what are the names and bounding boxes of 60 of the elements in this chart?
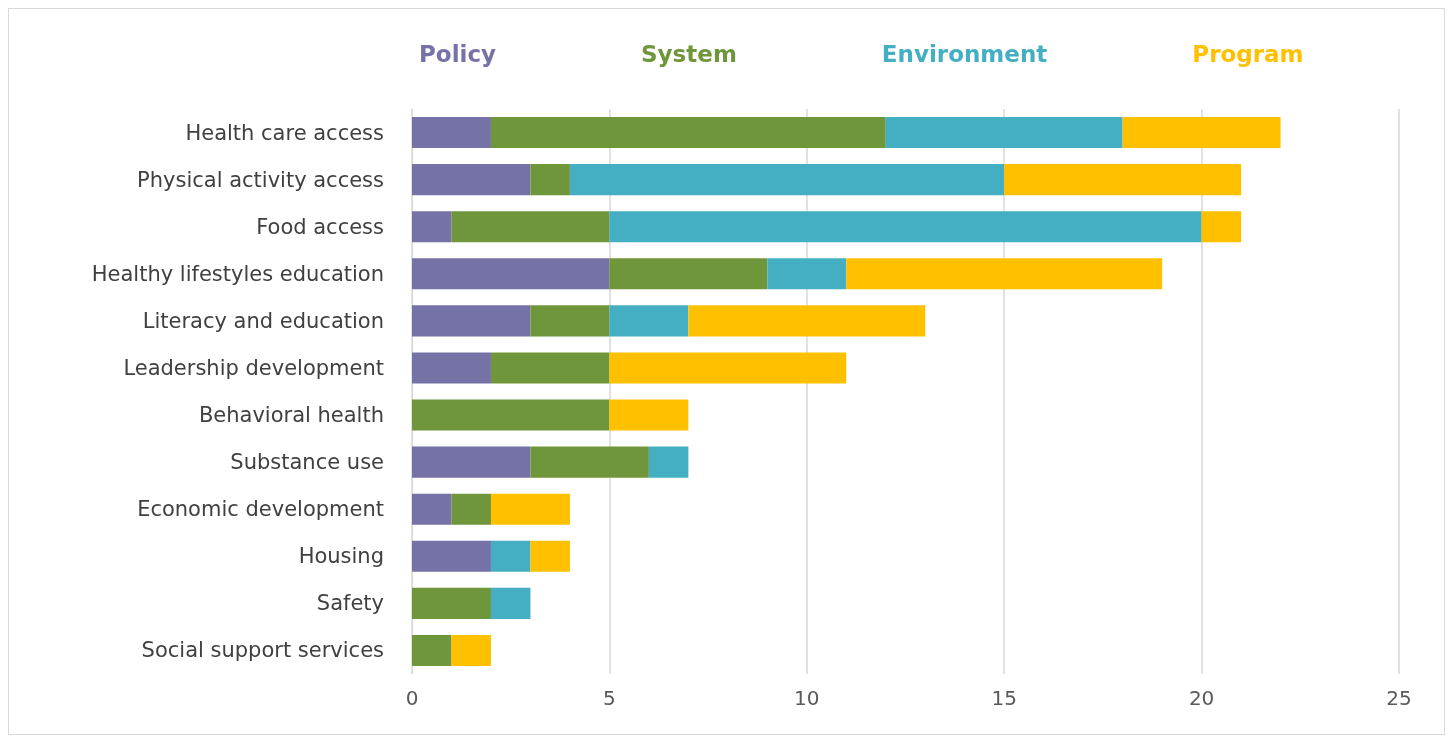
bar: [412, 634, 452, 666]
y-tick-label: Substance use: [230, 450, 384, 475]
bar: [885, 117, 1123, 149]
x-tick-label: 10: [794, 686, 820, 710]
bar: [412, 211, 452, 243]
bar: [490, 587, 531, 619]
bar: [530, 446, 649, 478]
bar: [412, 446, 531, 478]
y-tick-label: Literacy and education: [142, 308, 384, 333]
bar: [609, 211, 1202, 243]
bar: [412, 399, 610, 431]
y-tick-label: Food access: [256, 214, 384, 239]
bar: [1201, 211, 1242, 243]
bar: [1122, 117, 1281, 149]
bar: [767, 258, 847, 290]
text: Environment: [881, 40, 1048, 67]
bar: [530, 540, 570, 572]
bar: [648, 446, 689, 478]
text: Policy: [419, 40, 497, 67]
bar: [451, 211, 610, 243]
x-tick-label: 25: [1386, 686, 1412, 710]
y-tick-label: Housing: [298, 544, 384, 569]
bar: [412, 117, 491, 149]
x-tick-label: 15: [991, 686, 1017, 710]
bar: [412, 540, 491, 572]
bar: [846, 258, 1163, 290]
bar: [1004, 164, 1242, 196]
bar: [530, 164, 570, 196]
y-tick-label: Physical activity access: [137, 167, 384, 192]
y-tick-label: Healthy lifestyles education: [91, 261, 384, 286]
y-tick-label: Safety: [316, 591, 384, 616]
x-tick-label: 20: [1188, 686, 1215, 710]
bar: [530, 305, 610, 337]
bar: [412, 587, 491, 619]
bar: [609, 399, 689, 431]
bar: [688, 305, 926, 337]
y-tick-label: Economic development: [137, 497, 384, 522]
y-tick-label: Behavioral health: [198, 403, 384, 428]
x-tick-label: 5: [603, 686, 616, 710]
bar: [490, 352, 610, 384]
bar: [490, 117, 886, 149]
bar: [451, 634, 491, 666]
bar: [609, 305, 689, 337]
bar: [609, 352, 847, 384]
bar: [412, 258, 610, 290]
x-tick-label: 0: [405, 686, 419, 710]
bar: [609, 258, 768, 290]
bar: [412, 164, 531, 196]
y-tick-label: Leadership development: [123, 355, 384, 380]
bar: [412, 305, 531, 337]
bar: [569, 164, 1005, 196]
y-tick-label: Social support services: [141, 638, 384, 663]
bar: [490, 540, 531, 572]
bar: [490, 493, 570, 525]
y-tick-label: Health care access: [185, 120, 384, 145]
bar: [451, 493, 491, 525]
bar: [412, 493, 452, 525]
text: Program: [1192, 40, 1304, 67]
text: System: [641, 40, 737, 67]
bar: [412, 352, 491, 384]
